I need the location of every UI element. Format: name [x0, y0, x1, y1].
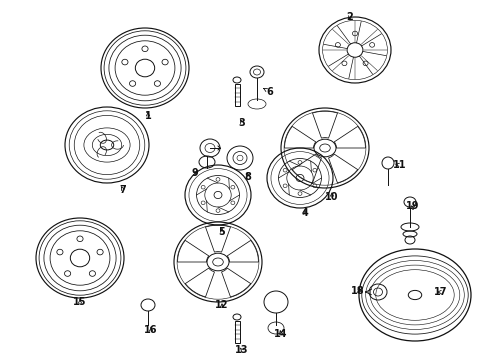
Text: 9: 9 [192, 168, 198, 178]
Text: 10: 10 [325, 192, 339, 202]
Text: 12: 12 [215, 300, 229, 310]
Text: 1: 1 [145, 111, 151, 121]
Text: 11: 11 [393, 160, 407, 170]
Text: 8: 8 [245, 172, 251, 182]
Text: 16: 16 [144, 325, 158, 335]
Text: 6: 6 [264, 87, 273, 97]
Bar [235, 321, 240, 343]
Text: 13: 13 [235, 345, 249, 355]
Text: 19: 19 [406, 201, 420, 211]
Text: 18: 18 [351, 286, 365, 296]
Text: 4: 4 [302, 208, 308, 218]
Text: 5: 5 [219, 227, 225, 237]
Text: 3: 3 [239, 118, 245, 128]
Text: 15: 15 [73, 297, 87, 307]
Text: 17: 17 [434, 287, 448, 297]
Bar [235, 84, 240, 106]
Text: 7: 7 [120, 185, 126, 195]
Text: 2: 2 [346, 12, 353, 22]
Text: 14: 14 [274, 329, 288, 339]
